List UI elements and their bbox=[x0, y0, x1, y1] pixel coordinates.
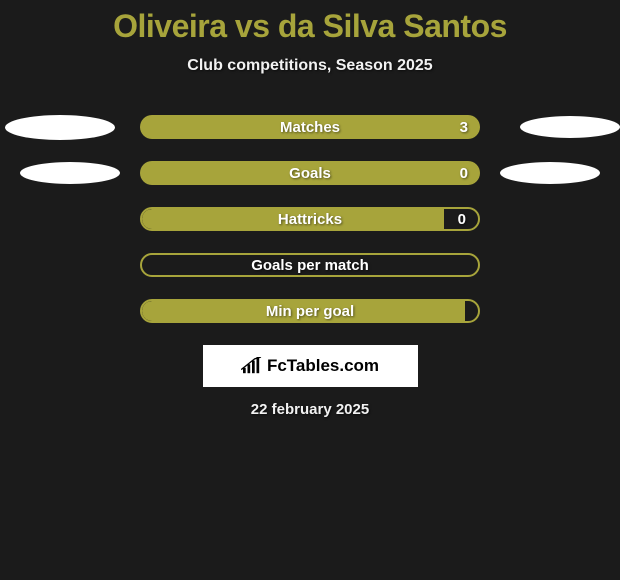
player-left-marker bbox=[20, 162, 120, 184]
comparison-infographic: Oliveira vs da Silva Santos Club competi… bbox=[0, 0, 620, 418]
stat-label: Goals per match bbox=[251, 257, 369, 274]
date-label: 22 february 2025 bbox=[251, 401, 369, 418]
stat-bar: Hattricks 0 bbox=[140, 207, 480, 231]
stat-bar: Min per goal bbox=[140, 299, 480, 323]
page-title: Oliveira vs da Silva Santos bbox=[113, 8, 507, 45]
brand-badge: FcTables.com bbox=[203, 345, 418, 387]
stat-row-goals-per-match: Goals per match bbox=[0, 253, 620, 277]
stat-label: Matches bbox=[280, 119, 340, 136]
stat-label: Min per goal bbox=[266, 303, 354, 320]
stat-row-goals: Goals 0 bbox=[0, 161, 620, 185]
stats-list: Matches 3 Goals 0 Hattricks 0 Goals per … bbox=[0, 115, 620, 323]
subtitle: Club competitions, Season 2025 bbox=[187, 57, 432, 75]
stat-row-matches: Matches 3 bbox=[0, 115, 620, 139]
stat-value: 3 bbox=[460, 119, 468, 136]
stat-value: 0 bbox=[458, 211, 466, 228]
player-right-marker bbox=[500, 162, 600, 184]
stat-label: Hattricks bbox=[278, 211, 342, 228]
stat-bar: Goals per match bbox=[140, 253, 480, 277]
player-right-marker bbox=[520, 116, 620, 138]
stat-bar: Matches 3 bbox=[140, 115, 480, 139]
brand-text: FcTables.com bbox=[267, 356, 379, 376]
stat-bar: Goals 0 bbox=[140, 161, 480, 185]
stat-row-hattricks: Hattricks 0 bbox=[0, 207, 620, 231]
stat-value: 0 bbox=[460, 165, 468, 182]
stat-label: Goals bbox=[289, 165, 331, 182]
bar-chart-icon bbox=[241, 357, 263, 375]
player-left-marker bbox=[5, 115, 115, 140]
stat-row-min-per-goal: Min per goal bbox=[0, 299, 620, 323]
